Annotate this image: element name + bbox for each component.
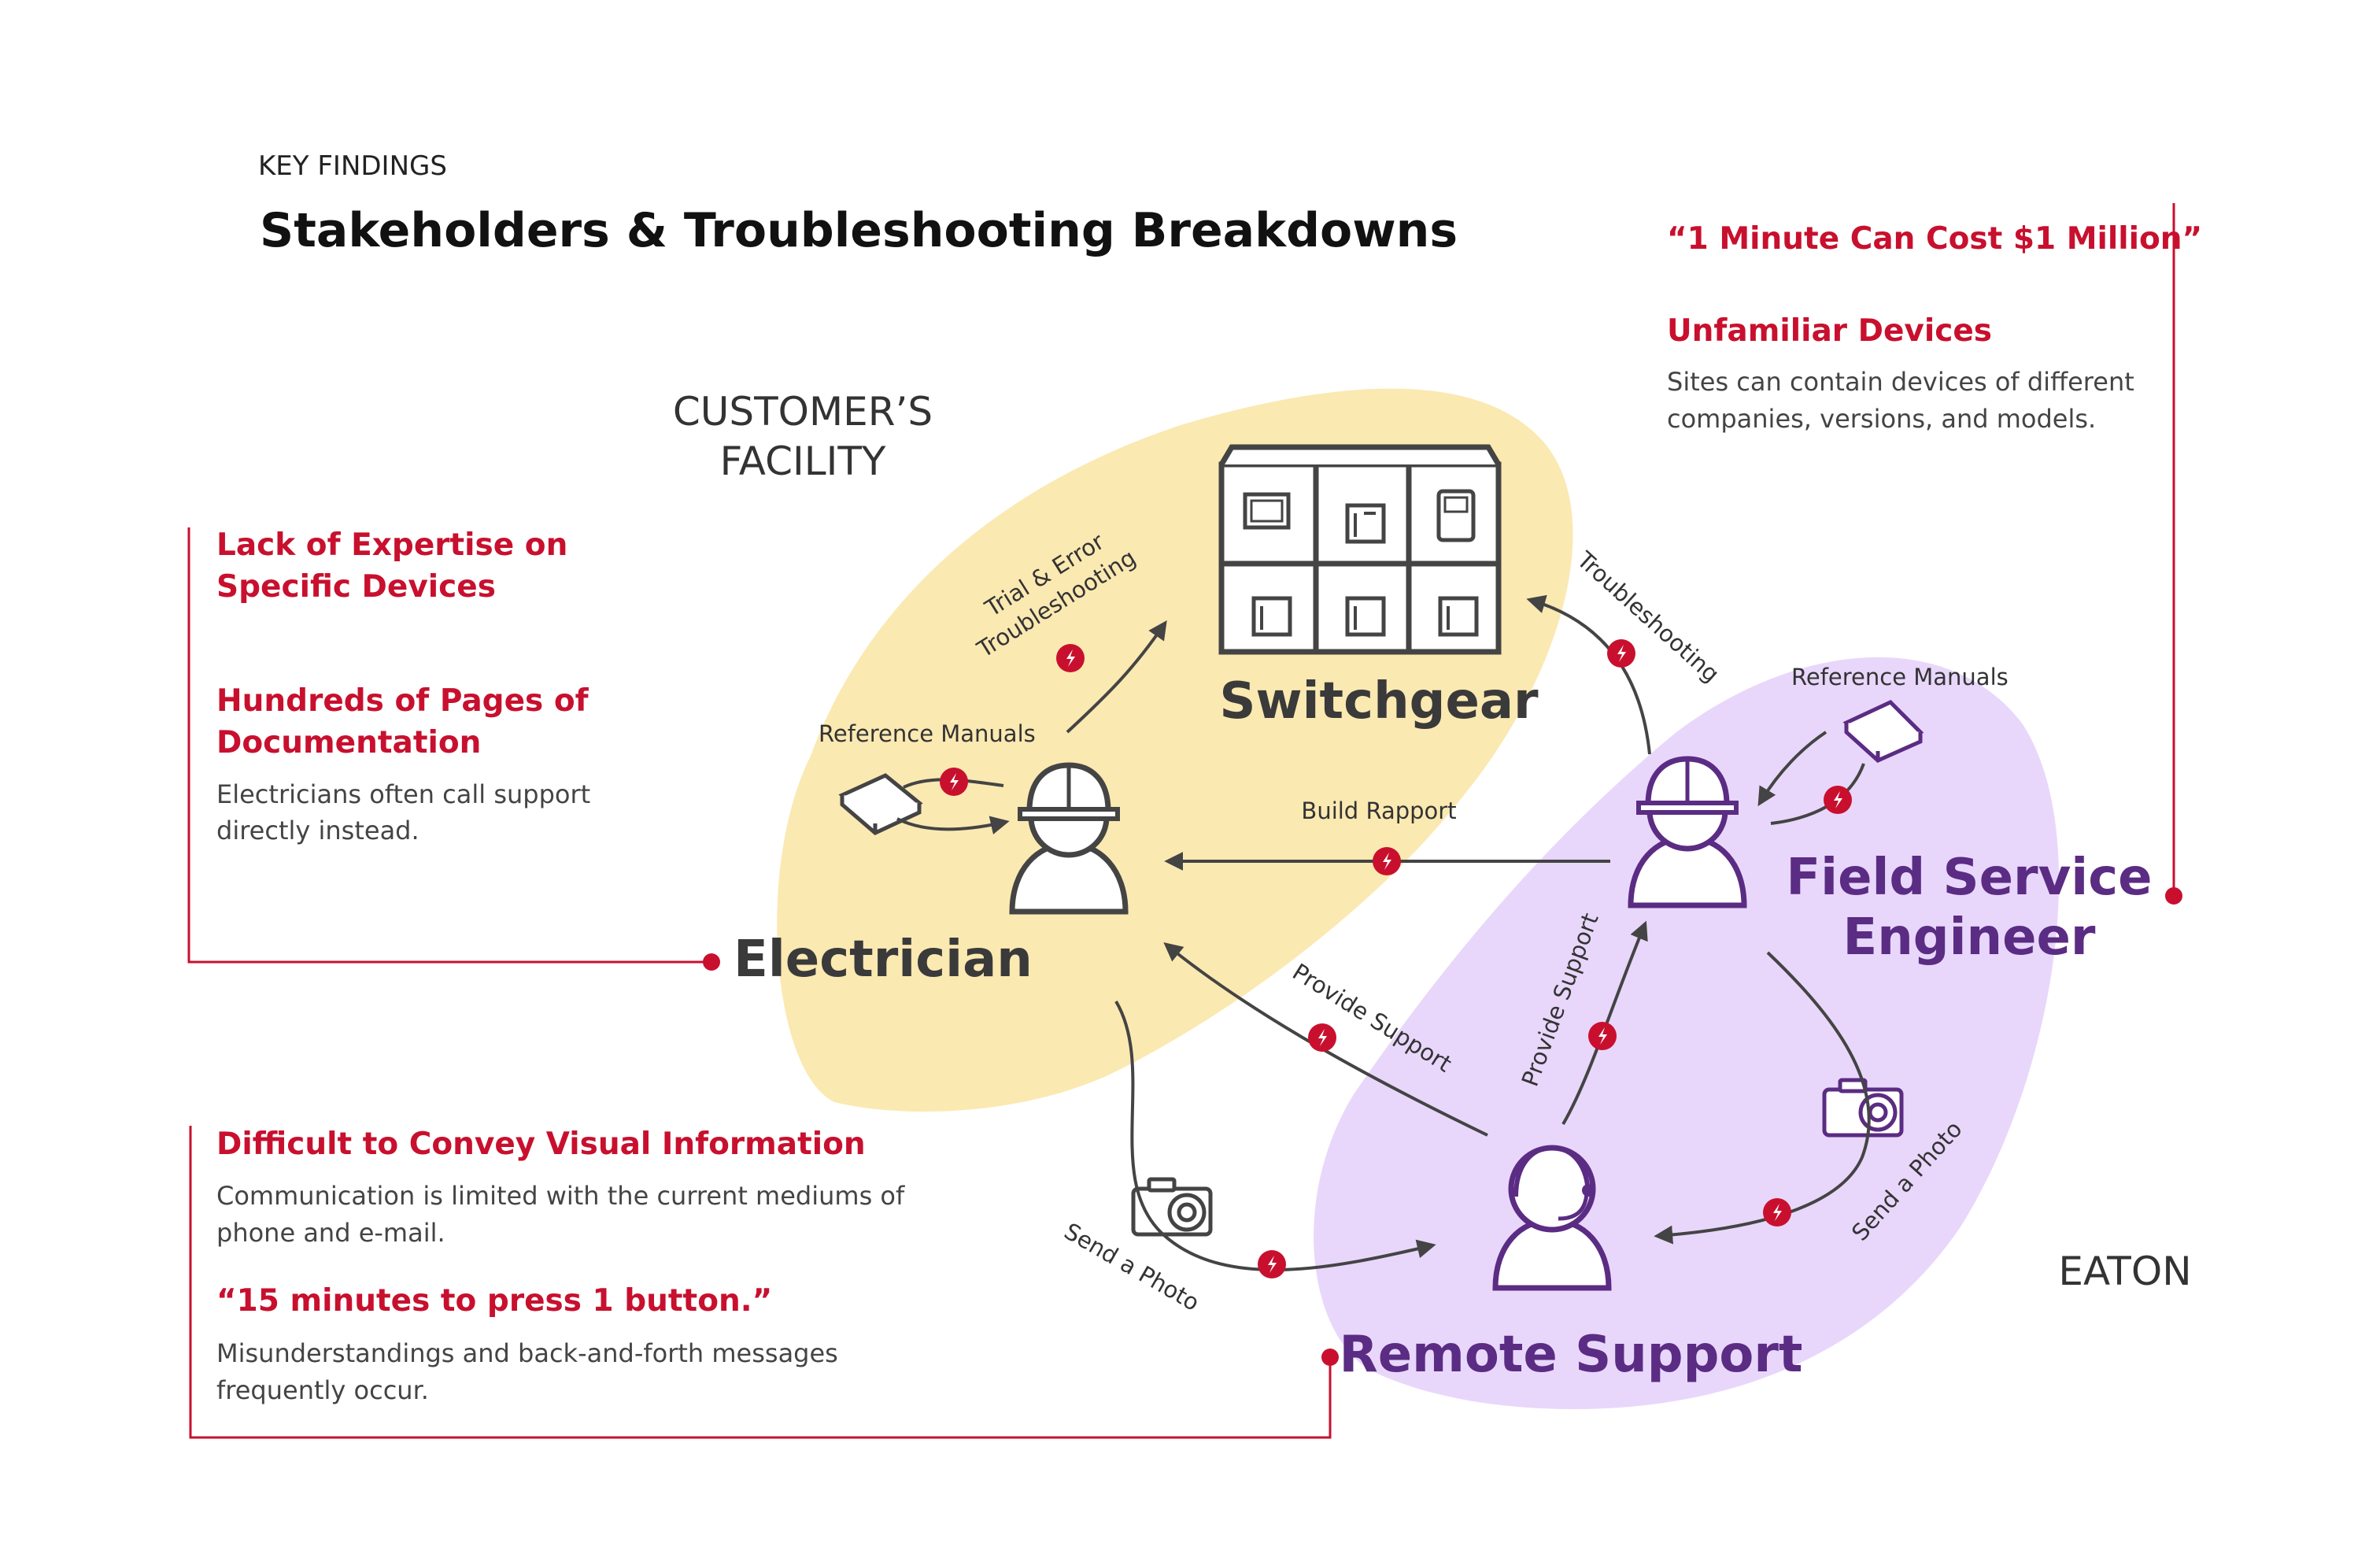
remote-support-label: Remote Support	[1339, 1326, 1802, 1384]
edge-ref-manuals-left	[896, 768, 1010, 834]
breakdown-icon-ref-left	[940, 768, 968, 796]
edge-provide-support-left	[1163, 942, 1488, 1137]
breakdown-icon-support-right	[1588, 1022, 1617, 1050]
build-rapport-label: Build Rapport	[1301, 797, 1456, 824]
breakdown-icon-photo-left	[1258, 1250, 1286, 1278]
callout-visual-information: Difficult to Convey Visual Information C…	[189, 1126, 1339, 1439]
visual-info-body-1: Communication is limited with the curren…	[216, 1181, 905, 1211]
field-service-engineer-icon	[1628, 756, 1747, 908]
eaton-region	[1314, 657, 2060, 1409]
breakdown-icon-support-left	[1308, 1023, 1336, 1052]
breakdown-icon-troubleshooting	[1607, 639, 1635, 668]
kicker-label: KEY FINDINGS	[258, 150, 447, 182]
edge-send-photo-right	[1654, 951, 1871, 1245]
camera-icon-right	[1822, 1078, 1904, 1138]
callout-unfamiliar-devices: “1 Minute Can Cost $1 Million” Unfamilia…	[1667, 203, 2202, 905]
eaton-region-label: EATON	[2058, 1249, 2191, 1294]
book-icon-left	[838, 773, 923, 835]
breakdown-icon-photo-right	[1763, 1198, 1791, 1227]
switchgear-label: Switchgear	[1219, 672, 1539, 731]
edge-send-photo-left	[1114, 1000, 1436, 1278]
breakdown-icon-ref-right	[1824, 786, 1852, 814]
documentation-heading-1: Hundreds of Pages of	[216, 683, 589, 719]
page-title: Stakeholders & Troubleshooting Breakdown…	[260, 203, 1458, 258]
misunderstandings-body-1: Misunderstandings and back-and-forth mes…	[216, 1338, 838, 1368]
unfamiliar-devices-body-2: companies, versions, and models.	[1667, 404, 2096, 434]
lack-expertise-heading-2: Specific Devices	[216, 569, 496, 605]
edge-ref-manuals-right	[1757, 731, 1865, 825]
fse-label-2: Engineer	[1843, 908, 2096, 967]
book-icon-right	[1842, 699, 1924, 763]
callout-lack-of-expertise: Lack of Expertise on Specific Devices Hu…	[187, 527, 720, 971]
visual-info-heading: Difficult to Convey Visual Information	[216, 1127, 866, 1162]
fse-label-1: Field Service	[1786, 849, 2152, 907]
misunderstandings-body-2: frequently occur.	[216, 1375, 429, 1405]
documentation-heading-2: Documentation	[216, 725, 481, 760]
documentation-body-2: directly instead.	[216, 816, 419, 845]
unfamiliar-devices-body-1: Sites can contain devices of different	[1667, 367, 2134, 397]
unfamiliar-devices-heading: Unfamiliar Devices	[1667, 313, 1992, 349]
ref-manuals-left-label: Reference Manuals	[819, 720, 1036, 747]
remote-support-headset-icon	[1492, 1145, 1612, 1291]
cost-quote: “1 Minute Can Cost $1 Million”	[1667, 221, 2202, 257]
electrician-hardhat-icon	[1009, 762, 1129, 915]
troubleshooting-label: Troubleshooting	[1572, 546, 1725, 687]
switchgear-icon	[1218, 444, 1502, 655]
breakdown-icon-rapport	[1373, 847, 1401, 875]
ref-manuals-right-label: Reference Manuals	[1791, 664, 2009, 690]
customer-region-label-1: CUSTOMER’S	[673, 389, 933, 435]
edge-build-rapport	[1164, 847, 1610, 875]
fifteen-minutes-quote: “15 minutes to press 1 button.”	[216, 1283, 772, 1319]
edge-trial-and-error	[1056, 620, 1167, 734]
edge-troubleshooting	[1526, 594, 1651, 755]
electrician-label: Electrician	[734, 931, 1033, 989]
edge-provide-support-right	[1561, 920, 1648, 1126]
breakdown-icon-trial	[1056, 644, 1085, 672]
lack-expertise-heading-1: Lack of Expertise on	[216, 527, 567, 563]
documentation-body-1: Electricians often call support	[216, 779, 590, 809]
customer-region-label-2: FACILITY	[720, 438, 886, 484]
visual-info-body-2: phone and e-mail.	[216, 1218, 445, 1248]
